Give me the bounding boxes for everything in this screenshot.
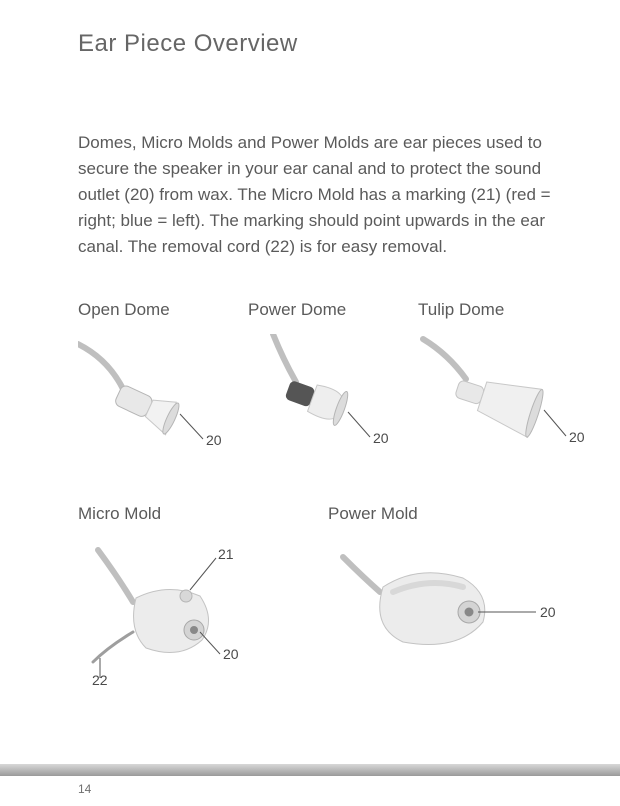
dome-row: Open Dome 20 xyxy=(78,300,560,464)
micro-mold-figure: 21 20 22 xyxy=(78,532,328,692)
open-dome-svg xyxy=(78,334,248,464)
tulip-dome-svg xyxy=(418,334,598,464)
power-mold-figure: 20 xyxy=(328,532,588,692)
open-dome-figure: 20 xyxy=(78,334,248,464)
micro-mold-label: Micro Mold xyxy=(78,504,328,524)
page-number: 14 xyxy=(78,782,91,796)
power-dome-block: Power Dome 20 xyxy=(248,300,418,464)
power-mold-label: Power Mold xyxy=(328,504,588,524)
power-mold-block: Power Mold 2 xyxy=(328,504,588,692)
open-dome-label: Open Dome xyxy=(78,300,248,320)
intro-paragraph: Domes, Micro Molds and Power Molds are e… xyxy=(78,130,560,260)
power-dome-svg xyxy=(248,334,418,464)
mold-row: Micro Mold xyxy=(78,504,560,692)
micro-mold-svg xyxy=(78,532,328,692)
footer-strip xyxy=(0,764,620,776)
micro-mold-block: Micro Mold xyxy=(78,504,328,692)
power-mold-svg xyxy=(328,532,588,692)
tulip-dome-figure: 20 xyxy=(418,334,598,464)
tulip-dome-block: Tulip Dome 20 xyxy=(418,300,598,464)
power-dome-label: Power Dome xyxy=(248,300,418,320)
page-title: Ear Piece Overview xyxy=(78,30,560,58)
tulip-dome-label: Tulip Dome xyxy=(418,300,598,320)
power-dome-figure: 20 xyxy=(248,334,418,464)
open-dome-block: Open Dome 20 xyxy=(78,300,248,464)
